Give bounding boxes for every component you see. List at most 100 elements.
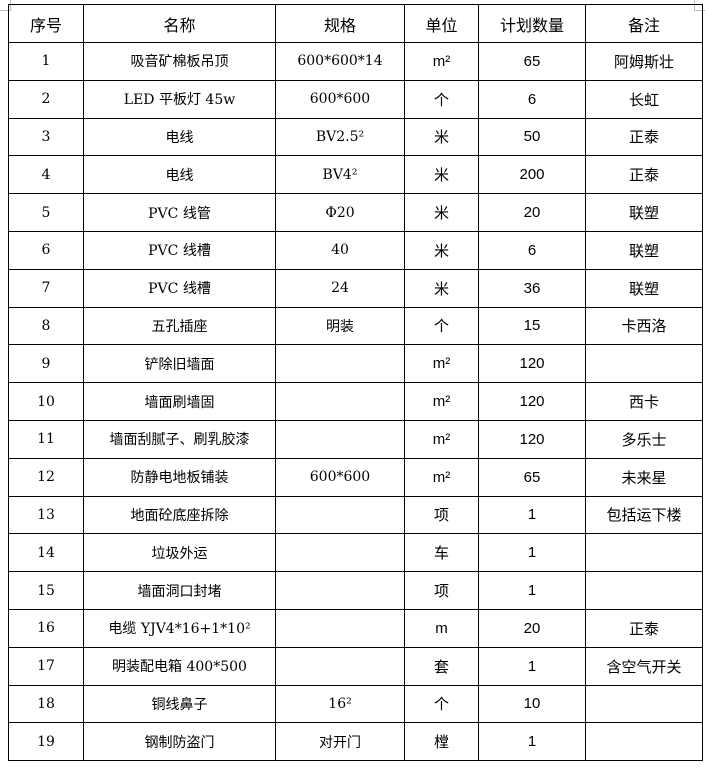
cell-unit: m² [404,42,479,81]
cell-index: 18 [8,684,84,724]
cell-spec: 对开门 [275,722,405,762]
table-row: 11 墙面刮腻子、刷乳胶漆 m² 120 多乐士 [8,419,703,459]
cell-remark: 正泰 [585,608,703,648]
cell-quantity: 1 [478,722,586,762]
cell-remark: 多乐士 [585,419,703,459]
cell-quantity: 6 [478,79,586,119]
cell-unit: m² [404,344,479,384]
cell-unit: 樘 [404,722,479,762]
cell-name: 墙面洞口封堵 [83,571,276,610]
cell-remark [585,533,703,573]
cell-spec: 600*600 [275,457,405,497]
cell-unit: 套 [404,646,479,686]
cell-spec [275,495,405,535]
table-row: 13 地面砼底座拆除 项 1 包括运下楼 [8,495,703,535]
table-row: 14 垃圾外运 车 1 [8,533,703,573]
cell-unit: 个 [404,306,479,346]
cell-unit: 米 [404,117,479,157]
cell-spec [275,571,405,610]
cell-index: 19 [8,722,84,762]
table-row: 6 PVC 线槽 40 米 6 联塑 [8,230,703,270]
cell-name: 吸音矿棉板吊顶 [83,42,276,81]
cell-name: LED 平板灯 45w [83,79,276,119]
cell-name: 五孔插座 [83,306,276,346]
cell-name: 电线 [83,117,276,157]
table-row: 7 PVC 线槽 24 米 36 联塑 [8,268,703,308]
cell-unit: 车 [404,533,479,573]
cell-unit: m [404,608,479,648]
cell-index: 13 [8,495,84,535]
cell-name: 墙面刷墙固 [83,382,276,421]
cell-index: 7 [8,268,84,308]
table-row: 18 铜线鼻子 16² 个 10 [8,684,703,724]
cell-remark: 正泰 [585,117,703,157]
table-row: 4 电线 BV4² 米 200 正泰 [8,155,703,195]
header-name: 名称 [83,4,276,43]
cell-spec: 600*600*14 [275,42,405,81]
cell-name: 明装配电箱 400*500 [83,646,276,686]
cell-name: 墙面刮腻子、刷乳胶漆 [83,419,276,459]
cell-quantity: 36 [478,268,586,308]
cell-quantity: 15 [478,306,586,346]
header-spec: 规格 [275,4,405,43]
cell-remark [585,684,703,724]
cell-quantity: 6 [478,230,586,270]
materials-table: 序号 名称 规格 单位 计划数量 备注 1 吸音矿棉板吊顶 600*600*14 m² 65 阿姆斯… [8,4,703,762]
cell-index: 8 [8,306,84,346]
cell-unit: 项 [404,571,479,610]
table-row: 16 电缆 YJV4*16+1*10² m 20 正泰 [8,608,703,648]
cell-spec: Φ20 [275,193,405,232]
cell-quantity: 50 [478,117,586,157]
cell-spec [275,533,405,573]
cell-quantity: 120 [478,419,586,459]
cell-quantity: 65 [478,42,586,81]
table-row: 10 墙面刷墙固 m² 120 西卡 [8,382,703,421]
cell-remark [585,344,703,384]
cell-unit: m² [404,457,479,497]
cell-spec: 24 [275,268,405,308]
cell-remark: 未来星 [585,457,703,497]
cell-spec [275,419,405,459]
cell-spec: 600*600 [275,79,405,119]
cell-spec: 明装 [275,306,405,346]
cell-name: PVC 线管 [83,193,276,232]
cell-remark [585,571,703,610]
cell-remark: 阿姆斯壮 [585,42,703,81]
table-header-row: 序号 名称 规格 单位 计划数量 备注 [8,4,703,43]
cell-spec [275,608,405,648]
cell-quantity: 1 [478,646,586,686]
header-unit: 单位 [404,4,479,43]
cell-spec: BV4² [275,155,405,195]
cell-unit: 个 [404,79,479,119]
table-row: 5 PVC 线管 Φ20 米 20 联塑 [8,193,703,232]
cell-remark: 长虹 [585,79,703,119]
table-row: 12 防静电地板铺装 600*600 m² 65 未来星 [8,457,703,497]
cell-name: 防静电地板铺装 [83,457,276,497]
cell-quantity: 10 [478,684,586,724]
cell-remark: 包括运下楼 [585,495,703,535]
cell-spec [275,382,405,421]
cell-quantity: 200 [478,155,586,195]
cell-quantity: 20 [478,193,586,232]
cell-remark: 含空气开关 [585,646,703,686]
cell-quantity: 1 [478,495,586,535]
cell-remark: 联塑 [585,230,703,270]
table-row: 1 吸音矿棉板吊顶 600*600*14 m² 65 阿姆斯壮 [8,42,703,81]
cell-name: 垃圾外运 [83,533,276,573]
cell-remark: 正泰 [585,155,703,195]
cell-unit: m² [404,419,479,459]
cell-remark [585,722,703,762]
cell-index: 2 [8,79,84,119]
cell-name: 铜线鼻子 [83,684,276,724]
cell-unit: 米 [404,155,479,195]
table-row: 2 LED 平板灯 45w 600*600 个 6 长虹 [8,79,703,119]
cell-name: 电线 [83,155,276,195]
cell-name: 电缆 YJV4*16+1*10² [83,608,276,648]
cell-spec [275,646,405,686]
table-row: 15 墙面洞口封堵 项 1 [8,571,703,610]
cell-index: 1 [8,42,84,81]
cell-quantity: 20 [478,608,586,648]
cell-index: 10 [8,382,84,421]
cell-quantity: 1 [478,571,586,610]
table-row: 19 钢制防盗门 对开门樘 1 [8,722,703,762]
